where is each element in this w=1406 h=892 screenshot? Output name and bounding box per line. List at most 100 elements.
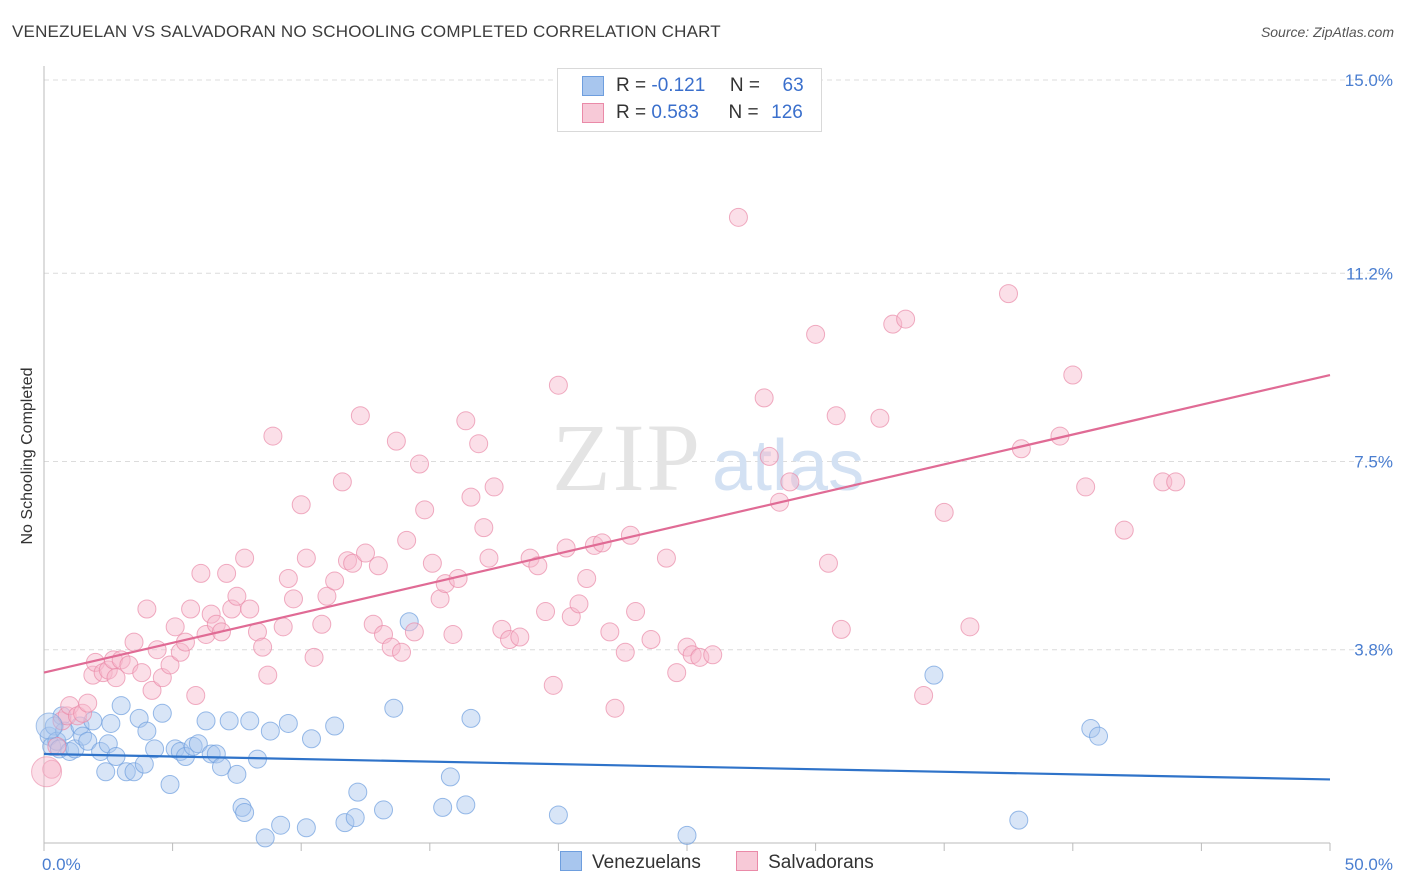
venezuelans-point — [1009, 810, 1029, 830]
salvadorans-point — [896, 309, 916, 329]
y-tick-label: 3.8% — [1354, 641, 1393, 660]
salvadorans-point — [98, 660, 118, 680]
salvadorans-point — [806, 324, 826, 344]
venezuelans-point — [137, 721, 157, 741]
salvadorans-point — [235, 548, 255, 568]
venezuelans-point — [235, 802, 255, 822]
salvadorans-point — [106, 668, 126, 688]
salvadorans-point — [667, 663, 687, 683]
venezuelans-point — [96, 762, 116, 782]
venezuelans-point — [924, 665, 944, 685]
salvadorans-point — [31, 756, 63, 788]
salvadorans-point — [191, 563, 211, 583]
venezuelans-trend-line — [43, 752, 1331, 781]
salvadorans-point — [456, 411, 476, 431]
salvadorans-point — [479, 548, 499, 568]
venezuelans-point — [335, 813, 355, 833]
venezuelans-point — [1081, 719, 1101, 739]
venezuelans-point — [101, 713, 121, 733]
venezuelans-point — [35, 712, 63, 740]
venezuelans-point — [271, 815, 291, 835]
salvadorans-point — [469, 434, 489, 454]
salvadorans-point — [283, 589, 303, 609]
venezuelans-point — [134, 754, 154, 774]
salvadorans-point — [356, 543, 375, 563]
salvadorans-point — [137, 599, 157, 619]
legend-n-label: N = — [729, 75, 760, 96]
salvadorans-point — [999, 284, 1018, 304]
salvadorans-point — [682, 645, 702, 665]
legend-n-value: 63 — [782, 75, 804, 96]
legend-r-value: -0.121 — [651, 75, 706, 96]
watermark: ZIP atlas — [552, 404, 864, 511]
salvadorans-point — [914, 685, 934, 705]
salvadorans-point — [291, 495, 311, 515]
venezuelans-point — [227, 764, 247, 784]
legend-label-salvadorans: Salvadorans — [768, 852, 874, 873]
venezuelans-point — [433, 797, 453, 817]
salvadorans-point — [410, 454, 430, 474]
salvadorans-point — [870, 408, 890, 428]
salvadorans-point — [240, 599, 260, 619]
source-credit: Source: ZipAtlas.com — [1260, 24, 1394, 40]
salvadorans-point — [484, 477, 504, 497]
salvadorans-point — [759, 446, 779, 466]
venezuelans-swatch — [582, 75, 604, 96]
salvadorans-point — [960, 617, 980, 637]
salvadorans-point — [615, 642, 635, 662]
venezuelans-point — [116, 762, 136, 782]
legend-item-venezuelans: Venezuelans — [560, 851, 701, 874]
salvadorans-point — [780, 472, 800, 492]
venezuelans-point — [325, 716, 345, 736]
salvadorans-point — [543, 675, 563, 695]
legend-row-venezuelans: R = -0.121 N = 63 — [582, 75, 804, 99]
venezuelans-point — [345, 808, 365, 828]
salvadorans-point — [831, 619, 851, 639]
salvadorans-point — [703, 645, 723, 665]
salvadorans-point — [132, 663, 152, 683]
salvadorans-point — [1063, 365, 1083, 385]
salvadorans-point — [536, 602, 556, 622]
series-legend: Venezuelans Salvadorans — [560, 851, 904, 874]
venezuelans-point — [240, 711, 260, 731]
venezuelans-point — [124, 762, 144, 782]
venezuelans-point — [456, 795, 476, 815]
salvadorans-point — [201, 604, 221, 624]
salvadorans-point — [350, 406, 370, 426]
salvadorans-point — [93, 663, 113, 683]
salvadorans-point — [461, 487, 481, 507]
venezuelans-point — [73, 726, 93, 746]
salvadorans-point — [386, 431, 406, 451]
salvadorans-point — [170, 642, 190, 662]
salvadorans-point — [181, 599, 201, 619]
salvadorans-point — [227, 586, 247, 606]
venezuelans-point — [440, 767, 460, 787]
salvadorans-point — [474, 518, 494, 538]
salvadorans-point — [253, 637, 273, 657]
salvadorans-swatch — [736, 851, 759, 871]
salvadorans-point — [78, 693, 98, 713]
legend-row-salvadorans: R = 0.583 N = 126 — [582, 102, 803, 126]
salvadorans-swatch — [582, 102, 604, 123]
salvadorans-point — [510, 627, 530, 647]
salvadorans-point — [186, 685, 206, 705]
legend-r-value: 0.583 — [651, 102, 699, 123]
venezuelans-point — [196, 711, 216, 731]
venezuelans-point — [260, 721, 280, 741]
y-tick-label: 15.0% — [1345, 71, 1393, 90]
salvadorans-point — [548, 375, 568, 395]
venezuelans-point — [78, 731, 98, 751]
salvadorans-point — [430, 589, 450, 609]
salvadorans-point — [47, 736, 67, 756]
salvadorans-point — [641, 630, 661, 650]
salvadorans-point — [147, 640, 167, 660]
salvadorans-point — [165, 617, 185, 637]
venezuelans-point — [461, 708, 481, 728]
trend-lines — [43, 373, 1331, 781]
venezuelans-point — [1089, 726, 1109, 746]
salvadorans-point — [600, 622, 620, 642]
salvadorans-point — [304, 647, 324, 667]
venezuelans-swatch — [560, 851, 582, 871]
venezuelans-point — [384, 698, 404, 718]
